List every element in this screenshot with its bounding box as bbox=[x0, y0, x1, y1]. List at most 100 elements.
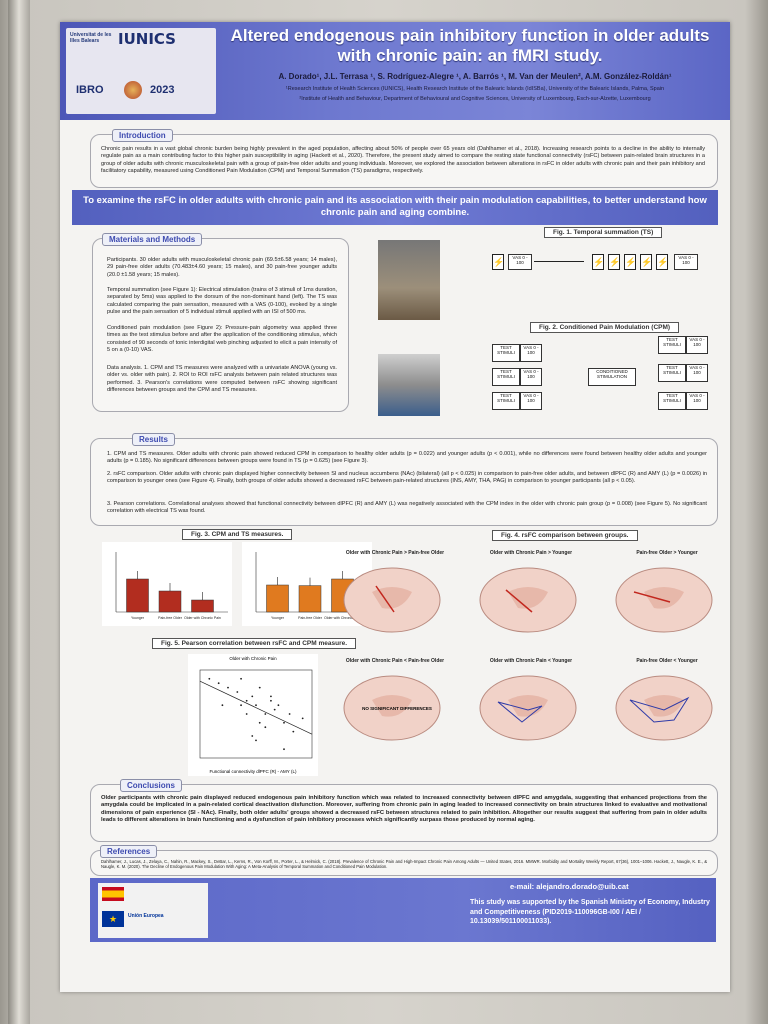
brain-diagram bbox=[343, 567, 441, 633]
stimulus-bolt-icon: ⚡ bbox=[640, 254, 652, 270]
methods-ts: Temporal summation (see Figure 1): Elect… bbox=[107, 287, 337, 316]
scatter-point bbox=[264, 726, 267, 729]
scatter-point bbox=[251, 695, 254, 698]
fig2-vas-box: VAS 0 - 100 bbox=[520, 392, 542, 410]
stimulus-bolt-icon: ⚡ bbox=[624, 254, 636, 270]
scatter-point bbox=[227, 686, 229, 689]
fig2-vas-box: VAS 0 - 100 bbox=[686, 364, 708, 382]
category-label: Younger bbox=[131, 616, 145, 620]
affiliation-1: ¹Research Institute of Health Sciences (… bbox=[285, 86, 665, 92]
fig5-xlabel: Functional connectivity dlPFC (R) - AMY … bbox=[209, 769, 297, 774]
ibro-seal-icon bbox=[124, 81, 142, 99]
fig2-vas-box: VAS 0 - 100 bbox=[520, 368, 542, 386]
brain-title: Pain-free Older < Younger bbox=[636, 658, 698, 664]
regression-line bbox=[199, 680, 313, 735]
bar bbox=[298, 585, 322, 613]
fig1-arrow bbox=[534, 261, 584, 262]
scatter-point bbox=[245, 713, 248, 715]
scatter-point bbox=[270, 695, 272, 698]
chart-background bbox=[102, 542, 232, 626]
brain-title: Older with Chronic Pain < Younger bbox=[489, 658, 573, 664]
brain-title: Older with Chronic Pain < Pain-free Olde… bbox=[345, 658, 445, 664]
scatter-point bbox=[221, 704, 224, 707]
scatter-point bbox=[264, 713, 267, 715]
scatter-point bbox=[292, 730, 295, 733]
poster-authors: A. Dorado¹, J.L. Terrasa ¹, S. Rodríguez… bbox=[278, 72, 672, 81]
fig2-test-box: TEST STIMULI bbox=[492, 368, 520, 386]
introduction-label: Introduction bbox=[112, 129, 173, 142]
fig1-label: Fig. 1. Temporal summation (TS) bbox=[544, 227, 663, 238]
methods-box: Participants. 30 older adults with muscu… bbox=[92, 238, 349, 412]
scatter-point bbox=[277, 704, 280, 707]
references-text: Dahlhamer, J., Lucas, J., Zelaya, C., Na… bbox=[101, 859, 707, 870]
results-box: 1. CPM and TS measures. Older adults wit… bbox=[90, 438, 718, 526]
scatter-point bbox=[240, 677, 242, 680]
bar bbox=[266, 584, 289, 613]
scatter-point bbox=[273, 708, 276, 711]
scatter-point bbox=[255, 704, 257, 707]
fig1-vas-box-1: VAS 0 - 100 bbox=[508, 254, 532, 270]
fig3-label: Fig. 3. CPM and TS measures. bbox=[182, 529, 293, 540]
scatter-point bbox=[208, 677, 211, 680]
eu-flag-icon: ★ bbox=[102, 911, 124, 927]
fig3-cpm-chart: Younger Pain-free Older Older with Chronic… bbox=[102, 542, 232, 626]
fig5-scatter-plot bbox=[199, 669, 313, 759]
brain-diagram bbox=[615, 567, 713, 633]
brain-diagram bbox=[479, 567, 577, 633]
category-label: Pain-free Older bbox=[158, 616, 183, 620]
conclusions-box: Older participants with chronic pain dis… bbox=[90, 784, 718, 842]
affiliation-2: ²Institute of Health and Behaviour, Depa… bbox=[299, 96, 651, 102]
fig2-conditioning-box: CONDITIONED STIMULATION bbox=[588, 368, 636, 386]
category-label: Older with Chronic Pain bbox=[324, 616, 361, 620]
fig2-label: Fig. 2. Conditioned Pain Modulation (CPM… bbox=[530, 322, 680, 333]
bar bbox=[158, 590, 182, 613]
scatter-point bbox=[236, 691, 239, 693]
stimulus-bolt-icon: ⚡ bbox=[492, 254, 504, 270]
methods-participants: Participants. 30 older adults with muscu… bbox=[107, 257, 337, 278]
results-3: 3. Pearson correlations. Correlational a… bbox=[107, 501, 707, 515]
brain-title: Pain-free Older > Younger bbox=[636, 550, 698, 556]
conclusions-text: Older participants with chronic pain dis… bbox=[101, 795, 707, 824]
stimulus-bolt-icon: ⚡ bbox=[656, 254, 668, 270]
brain-diagram bbox=[615, 675, 713, 741]
scatter-point bbox=[245, 699, 248, 702]
eu-label: Unión Europea bbox=[128, 913, 164, 919]
category-label: Older with Chronic Pain bbox=[184, 616, 221, 620]
bar bbox=[126, 578, 149, 613]
fig2-test-box: TEST STIMULI bbox=[492, 344, 520, 362]
methods-label: Materials and Methods bbox=[102, 233, 203, 246]
brain-diagram bbox=[479, 675, 577, 741]
plot-frame bbox=[199, 669, 313, 759]
fig1-vas-box-2: VAS 0 - 100 bbox=[674, 254, 698, 270]
scatter-point bbox=[258, 721, 261, 724]
category-label: Younger bbox=[271, 616, 285, 620]
ts-equipment-photo bbox=[378, 240, 440, 320]
scatter-point bbox=[251, 735, 254, 737]
scatter-point bbox=[301, 717, 304, 720]
iunics-logo: IUNICS bbox=[118, 30, 176, 48]
brain-diagram bbox=[343, 675, 441, 741]
ibro-logo: IBRO bbox=[76, 84, 104, 96]
references-label: References bbox=[100, 845, 158, 858]
results-2: 2. rsFC comparison. Older adults with ch… bbox=[107, 471, 707, 485]
stimulus-bolt-icon: ⚡ bbox=[608, 254, 620, 270]
algometer-photo bbox=[378, 354, 440, 416]
results-label: Results bbox=[132, 433, 175, 446]
methods-cpm: Conditioned pain modulation (see Figure … bbox=[107, 325, 337, 354]
references-box: Dahlhamer, J., Lucas, J., Zelaya, C., Na… bbox=[90, 850, 718, 876]
introduction-text: Chronic pain results in a vast global ch… bbox=[101, 146, 705, 175]
conclusions-label: Conclusions bbox=[120, 779, 183, 792]
scatter-point bbox=[283, 721, 285, 724]
fig2-test-box: TEST STIMULI bbox=[658, 364, 686, 382]
scatter-point bbox=[270, 699, 272, 702]
spain-flag-icon bbox=[102, 887, 124, 901]
poster-header: Universitat de les Illes Balears IUNICS … bbox=[60, 22, 730, 120]
scatter-point bbox=[255, 739, 257, 742]
ibro-year: 2023 bbox=[150, 84, 175, 96]
scatter-point bbox=[283, 748, 285, 751]
uib-logo: Universitat de les Illes Balears bbox=[70, 32, 112, 44]
stimulus-bolt-icon: ⚡ bbox=[592, 254, 604, 270]
poster: Universitat de les Illes Balears IUNICS … bbox=[60, 22, 730, 992]
poster-title: Altered endogenous pain inhibitory funct… bbox=[230, 26, 710, 65]
scatter-point bbox=[217, 682, 220, 685]
